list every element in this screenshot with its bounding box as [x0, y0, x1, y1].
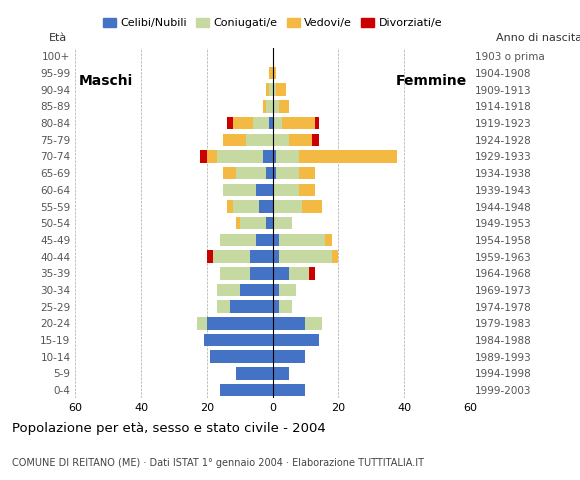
Bar [227, 200, 233, 213]
Bar [233, 200, 259, 213]
Bar [256, 234, 273, 246]
Legend: Celibi/Nubili, Coniugati/e, Vedovi/e, Divorziati/e: Celibi/Nubili, Coniugati/e, Vedovi/e, Di… [98, 13, 447, 33]
Bar [273, 117, 282, 129]
Bar [220, 384, 273, 396]
Bar [273, 183, 299, 196]
Bar [207, 317, 273, 330]
Bar [302, 200, 322, 213]
Bar [223, 133, 246, 146]
Bar [207, 250, 213, 263]
Bar [249, 250, 273, 263]
Bar [273, 234, 279, 246]
Bar [306, 317, 322, 330]
Bar [273, 334, 318, 346]
Bar [309, 267, 316, 279]
Bar [249, 267, 273, 279]
Bar [289, 133, 312, 146]
Bar [276, 150, 299, 163]
Bar [237, 217, 240, 229]
Bar [273, 217, 292, 229]
Text: COMUNE DI REITANO (ME) · Dati ISTAT 1° gennaio 2004 · Elaborazione TUTTITALIA.IT: COMUNE DI REITANO (ME) · Dati ISTAT 1° g… [12, 457, 423, 468]
Bar [299, 183, 316, 196]
Bar [273, 367, 289, 380]
Bar [204, 334, 273, 346]
Bar [273, 267, 289, 279]
Bar [273, 384, 306, 396]
Bar [299, 167, 316, 180]
Bar [217, 300, 230, 313]
Bar [233, 117, 253, 129]
Bar [273, 150, 276, 163]
Bar [240, 217, 266, 229]
Text: Femmine: Femmine [395, 74, 466, 88]
Bar [259, 200, 273, 213]
Bar [263, 100, 266, 113]
Bar [279, 250, 332, 263]
Bar [210, 350, 273, 363]
Text: Maschi: Maschi [79, 74, 133, 88]
Bar [269, 117, 273, 129]
Bar [237, 367, 273, 380]
Bar [279, 234, 325, 246]
Bar [240, 284, 273, 296]
Bar [217, 150, 263, 163]
Bar [227, 117, 233, 129]
Bar [273, 350, 306, 363]
Bar [217, 284, 240, 296]
Bar [220, 234, 256, 246]
Bar [289, 267, 309, 279]
Text: Età: Età [49, 33, 67, 43]
Bar [266, 217, 273, 229]
Bar [269, 84, 273, 96]
Bar [220, 267, 249, 279]
Bar [273, 317, 306, 330]
Bar [237, 167, 266, 180]
Bar [273, 133, 289, 146]
Text: Popolazione per età, sesso e stato civile - 2004: Popolazione per età, sesso e stato civil… [12, 422, 325, 435]
Bar [273, 84, 276, 96]
Bar [332, 250, 338, 263]
Bar [263, 150, 273, 163]
Bar [273, 100, 279, 113]
Bar [276, 167, 299, 180]
Bar [299, 150, 397, 163]
Bar [282, 117, 316, 129]
Bar [273, 300, 279, 313]
Bar [213, 250, 249, 263]
Bar [276, 84, 286, 96]
Bar [253, 117, 269, 129]
Bar [223, 167, 237, 180]
Bar [273, 200, 302, 213]
Bar [279, 300, 292, 313]
Bar [223, 183, 256, 196]
Bar [312, 133, 318, 146]
Bar [279, 284, 296, 296]
Bar [325, 234, 332, 246]
Bar [200, 150, 207, 163]
Bar [256, 183, 273, 196]
Bar [266, 84, 269, 96]
Bar [246, 133, 273, 146]
Bar [269, 67, 273, 79]
Bar [273, 167, 276, 180]
Bar [273, 250, 279, 263]
Bar [316, 117, 318, 129]
Bar [279, 100, 289, 113]
Bar [273, 67, 276, 79]
Bar [266, 167, 273, 180]
Bar [230, 300, 273, 313]
Text: Anno di nascita: Anno di nascita [496, 33, 580, 43]
Bar [273, 284, 279, 296]
Bar [197, 317, 207, 330]
Bar [207, 150, 217, 163]
Bar [266, 100, 273, 113]
